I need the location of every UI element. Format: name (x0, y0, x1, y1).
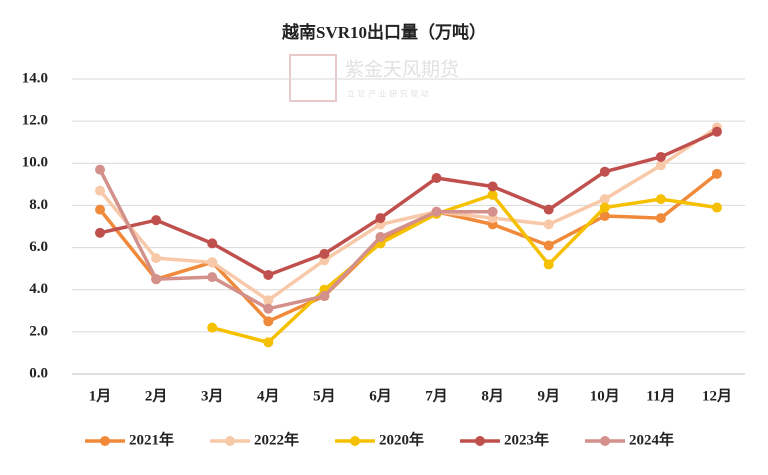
data-point (487, 181, 498, 192)
data-point (263, 337, 274, 348)
data-point (207, 257, 218, 268)
data-point (543, 240, 554, 251)
watermark: 紫金天风期货 立 足 产 业 研 究 驱 动 (289, 54, 459, 102)
data-point (655, 160, 666, 171)
y-tick-label: 12.0 (22, 113, 48, 129)
data-point (95, 164, 106, 175)
data-point (543, 219, 554, 230)
y-tick-label: 8.0 (29, 197, 48, 213)
y-tick-label: 14.0 (22, 70, 48, 86)
x-tick-label: 1月 (89, 387, 112, 404)
y-tick-label: 6.0 (29, 239, 48, 255)
watermark-logo (289, 54, 337, 102)
data-point (319, 248, 330, 259)
data-point (95, 227, 106, 238)
data-point (487, 189, 498, 200)
legend-label: 2022年 (254, 430, 299, 448)
data-point (319, 291, 330, 302)
data-point (711, 168, 722, 179)
legend-label: 2021年 (129, 430, 174, 448)
data-point (599, 210, 610, 221)
data-point (655, 213, 666, 224)
data-point (543, 259, 554, 270)
x-tick-label: 3月 (201, 387, 224, 404)
series-line (98, 126, 718, 302)
data-point (655, 151, 666, 162)
x-tick-label: 7月 (425, 387, 448, 404)
data-point (95, 204, 106, 215)
data-point (431, 206, 442, 217)
data-point (151, 253, 162, 264)
series-line (211, 193, 718, 345)
legend-marker (225, 436, 235, 446)
x-tick-label: 2月 (145, 387, 168, 404)
series-line (98, 168, 493, 311)
y-tick-label: 4.0 (29, 281, 48, 297)
x-tick-label: 6月 (369, 387, 392, 404)
x-tick-label: 4月 (257, 387, 280, 404)
data-point (431, 173, 442, 184)
data-point (711, 126, 722, 137)
data-point (655, 194, 666, 205)
legend-label: 2023年 (504, 430, 549, 448)
data-point (543, 204, 554, 215)
watermark-slogan: 立 足 产 业 研 究 驱 动 (347, 89, 429, 99)
x-tick-label: 8月 (481, 387, 504, 404)
legend-marker (100, 436, 110, 446)
legend-marker (600, 436, 610, 446)
data-point (151, 215, 162, 226)
data-point (263, 316, 274, 327)
series-line (99, 130, 718, 277)
chart-title: 越南SVR10出口量（万吨） (281, 22, 486, 42)
series-line (98, 172, 719, 324)
data-point (263, 269, 274, 280)
y-tick-label: 0.0 (29, 365, 48, 381)
x-tick-label: 10月 (590, 387, 620, 404)
data-point (263, 295, 274, 306)
legend-label: 2020年 (379, 430, 424, 448)
data-point (599, 202, 610, 213)
y-tick-label: 10.0 (22, 155, 48, 171)
data-point (375, 213, 386, 224)
data-point (711, 202, 722, 213)
watermark-name: 紫金天风期货 (345, 59, 459, 81)
data-point (95, 185, 106, 196)
legend-marker (475, 436, 485, 446)
data-point (151, 274, 162, 285)
x-tick-label: 12月 (702, 387, 732, 404)
data-point (263, 303, 274, 314)
x-tick-label: 9月 (537, 387, 560, 404)
x-tick-label: 11月 (646, 387, 675, 404)
legend-label: 2024年 (629, 430, 674, 448)
data-point (375, 232, 386, 243)
data-point (487, 206, 498, 217)
x-tick-label: 5月 (313, 387, 336, 404)
data-point (207, 238, 218, 249)
data-point (599, 166, 610, 177)
data-point (599, 194, 610, 205)
data-point (207, 322, 218, 333)
y-tick-label: 2.0 (29, 323, 48, 339)
data-point (207, 272, 218, 283)
legend-marker (350, 436, 360, 446)
